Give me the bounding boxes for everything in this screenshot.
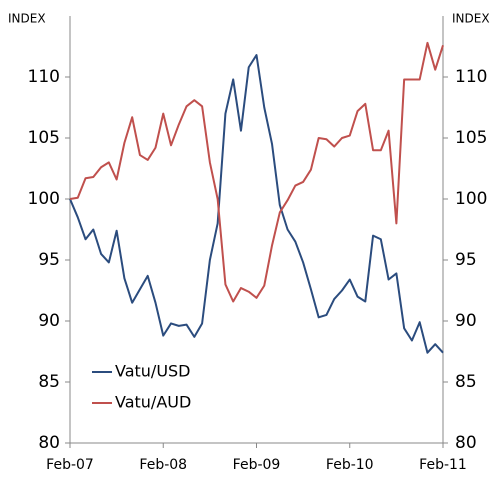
x-tick-label: Feb-07: [46, 457, 94, 473]
y-tick-label: 110: [28, 67, 60, 87]
y-tick-label: 90: [38, 311, 60, 331]
legend-label: Vatu/AUD: [115, 393, 191, 412]
y2-axis-label: INDEX: [452, 12, 490, 26]
data-line: [69, 54, 444, 354]
y2-tick-label: 105: [455, 128, 487, 148]
y2-tick-label: 110: [455, 67, 487, 87]
data-line: [69, 41, 444, 303]
x-tick-label: Feb-08: [139, 457, 187, 473]
y-tick-label: 85: [38, 372, 60, 392]
y2-tick-label: 80: [455, 433, 477, 453]
y-tick-label: 80: [38, 433, 60, 453]
y2-tick-label: 90: [455, 311, 477, 331]
y-axis-label: INDEX: [8, 12, 46, 26]
legend-label: Vatu/USD: [115, 362, 191, 381]
y-tick-label: 95: [38, 250, 60, 270]
y-tick-label: 105: [28, 128, 60, 148]
x-tick-label: Feb-10: [326, 457, 374, 473]
y-tick-label: 100: [28, 189, 60, 209]
y2-tick-label: 85: [455, 372, 477, 392]
y2-tick-label: 100: [455, 189, 487, 209]
x-tick-label: Feb-09: [233, 457, 281, 473]
x-tick-label: Feb-11: [419, 457, 467, 473]
y2-tick-label: 95: [455, 250, 477, 270]
